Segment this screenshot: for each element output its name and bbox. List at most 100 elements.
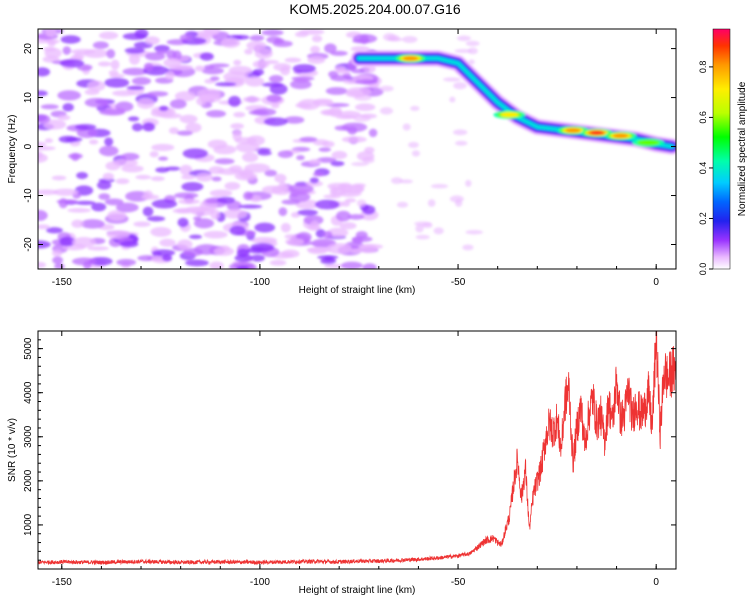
noise-blob <box>197 88 221 100</box>
noise-blob <box>144 52 166 61</box>
noise-blob <box>38 114 51 124</box>
noise-blob <box>323 194 341 199</box>
noise-blob <box>102 172 115 181</box>
noise-blob <box>335 210 351 222</box>
noise-blob <box>126 85 145 90</box>
noise-blob <box>238 204 263 209</box>
x-tick-label: -100 <box>250 577 270 588</box>
noise-blob <box>71 219 84 228</box>
noise-blob <box>150 226 172 237</box>
noise-blob <box>104 77 130 88</box>
noise-blob <box>98 145 119 157</box>
noise-blob <box>131 123 143 132</box>
noise-blob <box>116 258 137 266</box>
ridge-peak <box>402 56 419 61</box>
noise-blob <box>254 48 273 59</box>
noise-blob <box>331 150 348 160</box>
noise-blob <box>307 247 328 255</box>
noise-blob <box>143 190 153 199</box>
noise-blob <box>308 158 322 165</box>
noise-blob <box>328 70 339 78</box>
noise-blob <box>213 246 235 256</box>
colorbar-ticks: 0.0 0.2 0.4 0.6 0.8 <box>698 61 713 275</box>
noise-blob <box>284 234 297 239</box>
ridge-peak <box>500 112 519 118</box>
snr-series-line <box>38 331 676 566</box>
noise-blob <box>316 157 337 163</box>
noise-blob <box>345 198 357 203</box>
noise-blob <box>226 200 242 211</box>
noise-blob <box>43 119 67 130</box>
noise-blob <box>193 218 215 229</box>
noise-blob <box>292 64 316 74</box>
noise-blob <box>159 105 169 112</box>
y-tick-label: 2000 <box>23 469 34 492</box>
noise-blob <box>193 30 219 37</box>
noise-blob <box>57 90 81 101</box>
noise-blob <box>295 102 312 109</box>
noise-blob <box>213 145 237 155</box>
noise-blob <box>59 59 85 68</box>
noise-blob <box>311 35 323 43</box>
noise-blob <box>353 114 371 122</box>
noise-blob <box>92 41 109 50</box>
noise-blob <box>277 150 294 158</box>
noise-blob <box>76 127 98 139</box>
noise-blob <box>228 95 241 107</box>
noise-blob <box>98 31 119 40</box>
noise-blob <box>185 259 209 267</box>
noise-blob <box>351 68 366 74</box>
noise-blob <box>245 76 265 87</box>
colorbar-tick-label: 0.2 <box>698 212 708 225</box>
noise-blob <box>80 219 105 229</box>
noise-blob <box>358 243 378 254</box>
noise-blob <box>230 123 245 130</box>
noise-blob <box>285 238 305 246</box>
noise-blob <box>71 152 80 161</box>
noise-blob <box>368 83 380 89</box>
noise-blob <box>195 172 214 182</box>
noise-blob <box>234 254 254 263</box>
noise-blob <box>354 94 372 101</box>
noise-blob <box>38 224 51 230</box>
snr-y-axis-label: SNR (10 * v/v) <box>7 418 18 482</box>
noise-blob <box>433 227 444 235</box>
noise-blob <box>278 181 287 192</box>
noise-blob <box>199 52 214 61</box>
noise-blob <box>415 224 424 233</box>
noise-blob <box>211 176 222 182</box>
noise-blob <box>176 208 191 214</box>
colorbar-tick-label: 0.4 <box>698 162 708 175</box>
noise-blobs <box>38 29 483 269</box>
noise-blob <box>106 49 116 59</box>
noise-blob <box>46 227 63 234</box>
noise-blob <box>411 150 421 157</box>
noise-blob <box>288 184 314 194</box>
noise-blob <box>249 34 265 42</box>
noise-blob <box>40 104 59 110</box>
noise-blob <box>443 77 461 82</box>
noise-blob <box>181 181 204 192</box>
noise-blob <box>347 126 358 135</box>
noise-blob <box>379 107 394 115</box>
spectrogram-heatmap <box>38 29 676 269</box>
noise-blob <box>38 67 51 77</box>
noise-blob <box>346 87 372 97</box>
noise-blob <box>449 96 456 103</box>
ridge-peak <box>565 128 581 133</box>
noise-blob <box>203 230 228 239</box>
noise-blob <box>414 221 432 226</box>
noise-blob <box>177 217 189 228</box>
noise-blob <box>181 174 196 180</box>
noise-blob <box>362 156 375 164</box>
noise-blob <box>51 175 67 181</box>
noise-blob <box>320 109 342 116</box>
noise-blob <box>354 79 379 85</box>
noise-blob <box>214 82 237 87</box>
ridge-peak <box>636 139 660 146</box>
y-tick-label: -10 <box>23 188 34 203</box>
x-tick-label: -50 <box>451 277 466 288</box>
noise-blob <box>135 174 152 180</box>
noise-blob <box>309 220 319 230</box>
noise-blob <box>291 76 315 81</box>
